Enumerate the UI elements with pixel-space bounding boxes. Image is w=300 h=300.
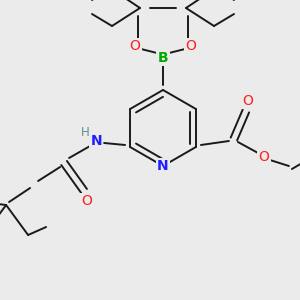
Text: N: N	[90, 134, 102, 148]
Text: B: B	[158, 51, 168, 65]
Text: O: O	[259, 150, 269, 164]
Text: O: O	[82, 194, 92, 208]
Text: O: O	[186, 39, 196, 53]
Text: O: O	[130, 39, 140, 53]
Text: H: H	[81, 125, 89, 139]
Text: O: O	[242, 94, 253, 108]
Text: N: N	[157, 159, 169, 173]
